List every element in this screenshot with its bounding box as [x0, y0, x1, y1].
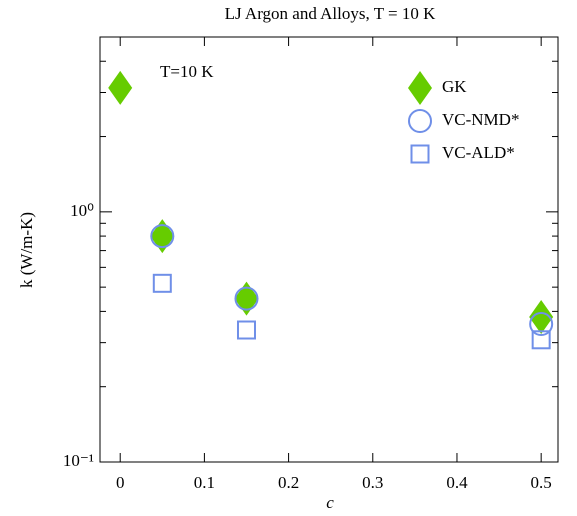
- legend-label: VC-ALD*: [442, 143, 515, 162]
- y-tick-label: 10⁻¹: [63, 451, 94, 470]
- x-tick-label: 0.1: [194, 473, 215, 492]
- circle-marker: [529, 312, 554, 337]
- chart-title: LJ Argon and Alloys, T = 10 K: [225, 4, 436, 23]
- x-tick-label: 0.4: [446, 473, 468, 492]
- square-marker: [152, 273, 172, 293]
- diamond-marker: [108, 70, 133, 105]
- legend-marker: [408, 71, 432, 105]
- x-axis-label: c: [326, 493, 334, 512]
- legend-marker: [410, 144, 430, 164]
- circle-marker: [234, 286, 259, 311]
- legend-label: VC-NMD*: [442, 110, 519, 129]
- circle-marker: [150, 224, 175, 249]
- x-tick-label: 0.5: [531, 473, 552, 492]
- x-tick-label: 0.2: [278, 473, 299, 492]
- diamond-marker: [529, 299, 554, 334]
- square-marker: [236, 320, 256, 340]
- x-tick-label: 0: [116, 473, 125, 492]
- y-axis-label: k (W/m-K): [17, 212, 36, 288]
- legend-label: GK: [442, 77, 467, 96]
- x-tick-label: 0.3: [362, 473, 383, 492]
- square-marker: [531, 330, 551, 350]
- annotation: T=10 K: [160, 62, 214, 81]
- y-tick-label: 10⁰: [70, 201, 94, 220]
- legend-marker: [408, 109, 432, 133]
- plot-frame: [99, 36, 559, 463]
